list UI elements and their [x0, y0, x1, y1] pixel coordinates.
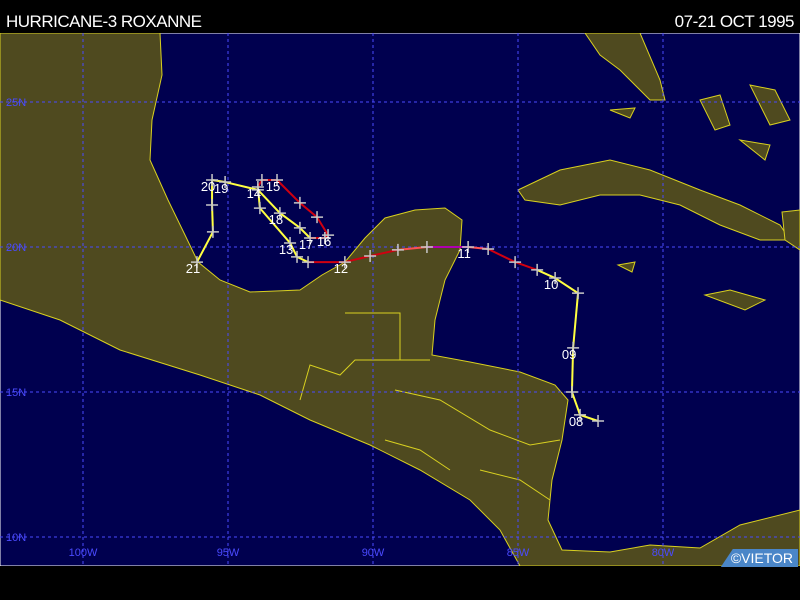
- track-point-marker: [462, 241, 475, 253]
- track-point-marker: [304, 232, 317, 245]
- day-label: 21: [186, 261, 200, 276]
- track-segment: [299, 227, 311, 239]
- track-segment: [570, 347, 575, 393]
- bahamas: [609, 84, 791, 161]
- track-point-marker: [284, 236, 297, 249]
- track-point-marker: [311, 211, 324, 224]
- track-segment: [554, 277, 579, 294]
- track-point-marker: [338, 256, 351, 269]
- day-label: 14: [247, 186, 261, 201]
- track-point-marker: [251, 183, 264, 196]
- track-segment: [572, 293, 580, 349]
- track-segment: [289, 242, 298, 258]
- track-point-marker: [364, 249, 377, 262]
- track-point-marker: [420, 241, 433, 253]
- lat-label: 20N: [6, 242, 26, 254]
- hispaniola: [781, 209, 800, 251]
- day-label: 19: [214, 181, 228, 196]
- track-segment: [344, 255, 371, 264]
- track-segment: [299, 202, 318, 218]
- day-label: 10: [544, 277, 558, 292]
- track-point-marker: [482, 243, 495, 256]
- track-point-marker: [574, 408, 587, 421]
- track-point-marker: [509, 256, 522, 269]
- track-point-marker: [206, 174, 219, 187]
- day-label: 16: [317, 234, 331, 249]
- mexico-central-america: [0, 33, 800, 566]
- track-segment: [316, 216, 329, 236]
- cayman: [616, 261, 636, 273]
- day-label: 12: [334, 261, 348, 276]
- track-point-marker: [293, 196, 306, 209]
- lon-label: 80W: [652, 547, 675, 559]
- day-label: 08: [569, 414, 583, 429]
- date-range: 07-21 OCT 1995: [674, 12, 795, 31]
- day-label: 20: [201, 179, 215, 194]
- track-point-marker: [273, 207, 286, 220]
- lon-label: 90W: [362, 547, 385, 559]
- day-label: 11: [457, 246, 471, 261]
- track-segment: [536, 268, 556, 279]
- lat-label: 10N: [6, 532, 26, 544]
- day-label: 18: [269, 212, 283, 227]
- track-segment: [369, 248, 399, 257]
- track-point-marker: [531, 263, 544, 276]
- credit-badge: ©VIETOR: [720, 549, 798, 567]
- track-segment: [257, 189, 281, 214]
- day-label: 15: [266, 179, 280, 194]
- track-point-marker: [255, 174, 268, 187]
- land: [0, 33, 800, 566]
- track-segment: [487, 248, 516, 263]
- track-point-marker: [322, 229, 335, 242]
- track-point-marker: [291, 250, 304, 263]
- borders: [299, 312, 561, 501]
- track-point-marker: [549, 272, 562, 285]
- track-point-marker: [391, 243, 404, 256]
- day-label: 13: [279, 242, 293, 257]
- track-segment: [196, 231, 214, 263]
- lat-label: 15N: [6, 387, 26, 399]
- storm-title: HURRICANE-3 ROXANNE: [6, 12, 202, 31]
- lat-label: 25N: [6, 97, 26, 109]
- track-point-marker: [592, 415, 605, 427]
- track-point-marker: [271, 174, 284, 187]
- track-point-marker: [253, 202, 266, 215]
- track-segment: [514, 261, 538, 271]
- track-point-marker: [206, 198, 219, 211]
- graticule: 100W 95W 90W 85W 80W 25N 20N 15N 10N: [0, 33, 800, 566]
- track-point-marker: [206, 225, 219, 238]
- track-segment: [276, 179, 301, 204]
- jamaica: [703, 289, 767, 311]
- track-segment: [224, 181, 259, 191]
- cuba: [517, 159, 791, 241]
- lon-label: 85W: [507, 547, 530, 559]
- track-segment: [259, 207, 291, 244]
- track-point-marker: [190, 256, 203, 269]
- track-point-marker: [302, 256, 315, 269]
- track-segment: [296, 255, 309, 263]
- track-segment: [279, 212, 301, 229]
- florida: [584, 33, 666, 101]
- track-point-marker: [567, 341, 580, 354]
- day-label: 09: [562, 347, 576, 362]
- lon-label: 95W: [217, 547, 240, 559]
- track-point-marker: [219, 176, 232, 189]
- lon-label: 100W: [69, 547, 98, 559]
- track-point-marker: [293, 221, 306, 234]
- track-point-marker: [572, 287, 585, 300]
- day-label: 17: [299, 237, 313, 252]
- track-point-marker: [565, 386, 578, 398]
- track-point-marker: [318, 232, 331, 245]
- track-segment: [570, 391, 582, 416]
- storm-track: [190, 174, 605, 427]
- track-segment: [579, 413, 599, 422]
